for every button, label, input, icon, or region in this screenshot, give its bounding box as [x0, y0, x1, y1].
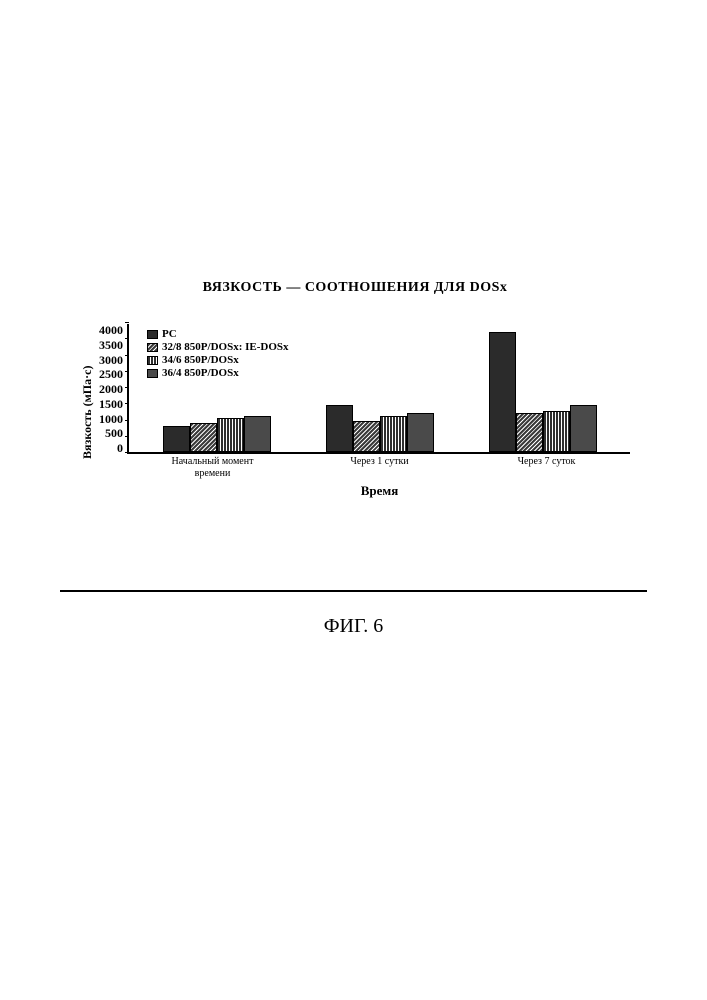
- legend-swatch: [147, 343, 158, 352]
- y-tick-mark: [125, 420, 129, 421]
- legend-item: 36/4 850P/DOSx: [147, 367, 289, 379]
- x-category-label-line: времени: [129, 468, 296, 480]
- plot-column: PC32/8 850P/DOSx: IE-DOSx34/6 850P/DOSx3…: [129, 324, 630, 499]
- legend-item: PC: [147, 328, 289, 340]
- bar: [516, 413, 543, 452]
- bar-group: [298, 405, 461, 452]
- x-category-label-line: Начальный момент: [129, 456, 296, 468]
- y-tick-label: 3000: [99, 354, 123, 366]
- bar: [489, 332, 516, 452]
- y-axis: 4000 3500 3000 2500 2000 1500 1000 500 0: [99, 324, 129, 454]
- x-category-label-line: Через 7 суток: [463, 456, 630, 468]
- legend-label: 34/6 850P/DOSx: [162, 354, 239, 366]
- legend-swatch: [147, 369, 158, 378]
- figure-divider-line: [60, 590, 647, 592]
- chart-title: ВЯЗКОСТЬ — СООТНОШЕНИЯ ДЛЯ DOSx: [80, 280, 630, 296]
- legend-item: 32/8 850P/DOSx: IE-DOSx: [147, 341, 289, 353]
- y-tick-label: 1500: [99, 398, 123, 410]
- y-tick-mark: [125, 338, 129, 339]
- y-tick-mark: [125, 322, 129, 323]
- y-tick-label: 3500: [99, 339, 123, 351]
- page: ВЯЗКОСТЬ — СООТНОШЕНИЯ ДЛЯ DOSx Вязкость…: [0, 0, 707, 1000]
- legend-item: 34/6 850P/DOSx: [147, 354, 289, 366]
- bar: [543, 411, 570, 452]
- x-category-label: Начальный моментвремени: [129, 456, 296, 479]
- y-tick-label: 500: [105, 427, 123, 439]
- bar: [163, 426, 190, 452]
- y-tick-label: 0: [117, 442, 123, 454]
- y-tick-label: 4000: [99, 324, 123, 336]
- y-axis-label: Вязкость (мПа·с): [80, 347, 95, 477]
- y-tick-mark: [125, 387, 129, 388]
- legend-swatch: [147, 356, 158, 365]
- bar: [353, 421, 380, 452]
- y-tick-mark: [125, 371, 129, 372]
- x-category-label-line: Через 1 сутки: [296, 456, 463, 468]
- y-tick-mark: [125, 452, 129, 453]
- y-tick-label: 2500: [99, 368, 123, 380]
- y-tick-label: 2000: [99, 383, 123, 395]
- bar: [190, 423, 217, 452]
- x-category-labels: Начальный моментвремениЧерез 1 суткиЧере…: [129, 456, 630, 479]
- bar: [326, 405, 353, 452]
- x-category-label: Через 1 сутки: [296, 456, 463, 479]
- y-tick-mark: [125, 355, 129, 356]
- plot-wrap: Вязкость (мПа·с) 4000 3500 3000 2500 2000 150…: [80, 324, 630, 499]
- y-tick-mark: [125, 403, 129, 404]
- bar-group: [135, 416, 298, 452]
- bar-group: [461, 332, 624, 452]
- legend-label: 36/4 850P/DOSx: [162, 367, 239, 379]
- bar: [244, 416, 271, 452]
- legend-swatch: [147, 330, 158, 339]
- x-axis-label: Время: [129, 483, 630, 499]
- chart-region: ВЯЗКОСТЬ — СООТНОШЕНИЯ ДЛЯ DOSx Вязкость…: [80, 280, 630, 499]
- legend-label: PC: [162, 328, 177, 340]
- bar: [217, 418, 244, 452]
- legend: PC32/8 850P/DOSx: IE-DOSx34/6 850P/DOSx3…: [147, 328, 289, 380]
- bar: [380, 416, 407, 452]
- plot-area: PC32/8 850P/DOSx: IE-DOSx34/6 850P/DOSx3…: [129, 324, 630, 454]
- bar: [407, 413, 434, 452]
- x-category-label: Через 7 суток: [463, 456, 630, 479]
- y-tick-mark: [125, 436, 129, 437]
- legend-label: 32/8 850P/DOSx: IE-DOSx: [162, 341, 289, 353]
- y-tick-label: 1000: [99, 413, 123, 425]
- figure-caption: ФИГ. 6: [0, 615, 707, 638]
- bar: [570, 405, 597, 452]
